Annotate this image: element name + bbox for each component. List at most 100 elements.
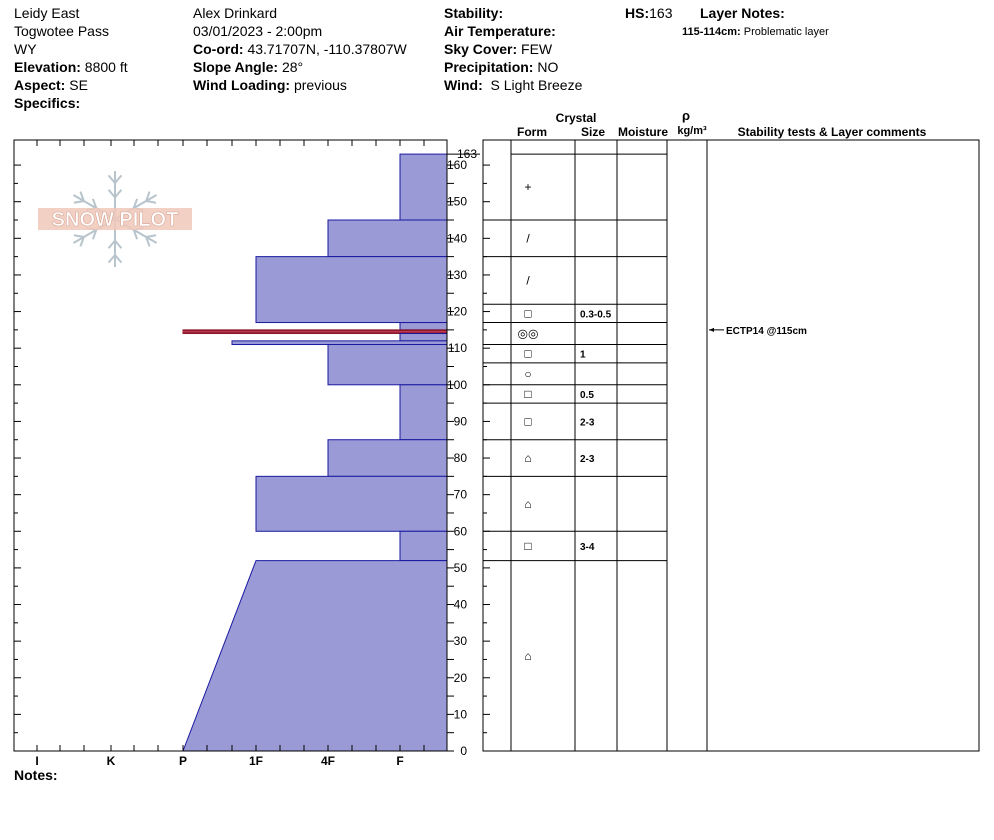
x-tick-label: 4F	[321, 754, 335, 768]
grain-size: 2-3	[580, 454, 595, 465]
grain-form-symbol: ⌂	[524, 649, 531, 663]
grain-form-symbol: /	[526, 273, 530, 287]
grain-form-symbol: □	[524, 539, 531, 553]
form-header: Form	[517, 125, 547, 139]
density-symbol: ρ	[682, 108, 690, 123]
hardness-layer	[231, 340, 448, 346]
observer-name: Alex Drinkard	[193, 5, 278, 21]
snowflake-branch	[91, 198, 98, 209]
header-col-conditions: Stability: Air Temperature: Sky Cover: F…	[444, 4, 582, 94]
snowflake-branch	[91, 229, 98, 240]
layer-table: Crystal Form Size Moisture ρ kg/m³ Stability t…	[482, 108, 980, 752]
snowflake-branch	[107, 239, 116, 249]
hardness-layer	[399, 384, 448, 441]
hs-row: HS:163	[625, 4, 672, 22]
x-tick-label: 1F	[249, 754, 263, 768]
snowflake-branch	[79, 191, 85, 202]
grain-size: 2-3	[580, 417, 595, 428]
y-tick-label: 40	[454, 598, 468, 612]
sky-value: FEW	[521, 41, 553, 57]
test-arrowhead	[709, 327, 714, 332]
grain-form-symbol: ◎◎	[518, 327, 539, 341]
wind-loading-row: Wind Loading: previous	[193, 76, 407, 94]
snowflake-branch	[145, 191, 151, 202]
grain-form-symbol: +	[524, 180, 531, 194]
specifics-row: Specifics:	[14, 94, 128, 112]
y-tick-label: 160	[447, 158, 467, 172]
snowflake-branch	[114, 189, 123, 199]
specifics-label: Specifics:	[14, 95, 81, 111]
wind-value: S Light Breeze	[490, 77, 583, 93]
precip-label: Precipitation:	[444, 59, 534, 75]
area-name: Togwotee Pass	[14, 23, 109, 39]
grain-form-symbol: ⌂	[524, 497, 531, 511]
elevation-value: 8800 ft	[84, 59, 128, 75]
slope-label: Slope Angle:	[193, 59, 279, 75]
notes-label: Notes:	[14, 767, 58, 783]
y-tick-label: 70	[454, 488, 468, 502]
grain-form-symbol: □	[524, 414, 531, 428]
y-tick-label: 100	[447, 378, 467, 392]
snowflake-branch	[114, 174, 123, 184]
hardness-layer	[255, 475, 448, 532]
grain-size: 0.3-0.5	[580, 309, 612, 320]
grain-size: 3-4	[580, 542, 595, 553]
x-tick-label: F	[396, 754, 403, 768]
snowflake-branch	[73, 234, 84, 238]
wind-loading-value: previous	[293, 77, 347, 93]
wind-loading-label: Wind Loading:	[193, 77, 291, 93]
snowflake-branch	[79, 236, 85, 247]
aspect-value: SE	[69, 77, 88, 93]
x-tick-label: P	[179, 754, 187, 768]
snowflake-branch	[107, 189, 116, 199]
y-tick-label: 130	[447, 268, 467, 282]
header-col-observation: Alex Drinkard 03/01/2023 - 2:00pm Co-ord…	[193, 4, 407, 94]
layer-note-entry: 115-114cm: Problematic layer	[682, 23, 829, 41]
hs-label: HS:	[625, 5, 650, 21]
aspect-row: Aspect: SE	[14, 76, 128, 94]
location-name: Leidy East	[14, 5, 80, 21]
x-tick-label: I	[35, 754, 38, 768]
snowflake-branch	[107, 254, 116, 264]
slope-row: Slope Angle: 28°	[193, 58, 407, 76]
hardness-layer	[399, 322, 448, 331]
hardness-layer	[255, 256, 448, 324]
snowflake-branch	[146, 234, 157, 238]
grain-form-symbol: ⌂	[524, 451, 531, 465]
y-tick-label: 50	[454, 561, 468, 575]
hardness-layer	[327, 439, 448, 477]
grain-form-symbol: /	[526, 231, 530, 245]
y-tick-label: 20	[454, 671, 468, 685]
sky-label: Sky Cover:	[444, 41, 518, 57]
stability-row: Stability:	[444, 4, 582, 22]
y-tick-label: 90	[454, 414, 468, 428]
x-tick-label: K	[107, 754, 116, 768]
density-unit: kg/m³	[677, 125, 707, 137]
air-temp-row: Air Temperature:	[444, 22, 582, 40]
hs-value: 163	[649, 5, 673, 21]
table-frame	[482, 139, 980, 752]
y-tick-label: 120	[447, 305, 467, 319]
logo-text: SNOW PILOT	[52, 209, 179, 231]
grain-form-symbol: □	[524, 306, 531, 320]
hardness-plot-frame	[13, 139, 448, 752]
layer-note-text: Problematic layer	[743, 26, 829, 38]
sky-row: Sky Cover: FEW	[444, 40, 582, 58]
y-tick-label: 80	[454, 451, 468, 465]
y-tick-label: 0	[460, 744, 467, 758]
elevation-row: Elevation: 8800 ft	[14, 58, 128, 76]
y-tick-label: 10	[454, 707, 468, 721]
grain-form-symbol: □	[524, 387, 531, 401]
aspect-label: Aspect:	[14, 77, 66, 93]
observation-datetime: 03/01/2023 - 2:00pm	[193, 23, 323, 39]
hardness-layer	[182, 560, 448, 752]
elevation-label: Elevation:	[14, 59, 81, 75]
hardness-profile	[182, 153, 448, 752]
grain-form-symbol: □	[524, 347, 531, 361]
wind-row: Wind: S Light Breeze	[444, 76, 582, 94]
snowflake-branch	[114, 239, 123, 249]
crystal-header: Crystal	[556, 111, 597, 125]
header-col-site: Leidy East Togwotee Pass WY Elevation: 8…	[14, 4, 128, 112]
state-name: WY	[14, 41, 37, 57]
